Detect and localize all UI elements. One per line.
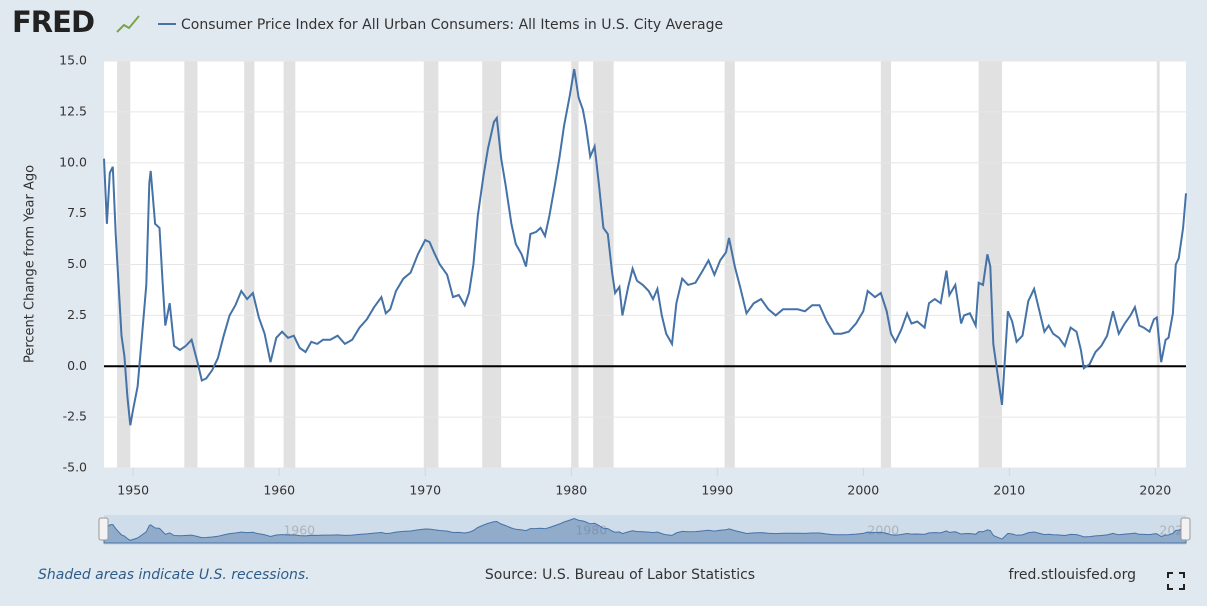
recession-note: Shaded areas indicate U.S. recessions. [38, 567, 310, 583]
x-tick-label: 1950 [117, 483, 149, 498]
x-tick-label: 1970 [409, 483, 441, 498]
x-tick-label: 2000 [847, 483, 879, 498]
y-tick-label: 7.5 [67, 205, 87, 220]
site: fred.stlouisfed.org [1009, 567, 1136, 583]
x-tick-label: 2020 [1139, 483, 1171, 498]
x-tick-label: 2010 [993, 483, 1025, 498]
fullscreen-button[interactable] [1167, 572, 1185, 590]
legend-label: Consumer Price Index for All Urban Consu… [181, 17, 723, 33]
x-tick-label: 1990 [701, 483, 733, 498]
y-tick-label: 12.5 [59, 103, 87, 118]
navigator-tick-label: 2000 [867, 523, 899, 538]
logo: FRED [12, 5, 94, 39]
y-tick-label: 10.0 [59, 154, 87, 169]
navigator-tick-label: 1960 [283, 523, 315, 538]
y-tick-label: -5.0 [63, 460, 87, 475]
y-tick-label: -2.5 [63, 409, 87, 424]
y-tick-label: 0.0 [67, 358, 87, 373]
series-line [103, 68, 1187, 426]
navigator-area [103, 517, 1187, 544]
navigator-handle[interactable] [1180, 517, 1191, 541]
source: Source: U.S. Bureau of Labor Statistics [485, 567, 755, 583]
y-tick-label: 5.0 [67, 256, 87, 271]
y-tick-label: 15.0 [59, 53, 87, 68]
navigator-handle[interactable] [98, 517, 109, 541]
y-axis-label: Percent Change from Year Ago [23, 165, 38, 363]
y-tick-label: 2.5 [67, 307, 87, 322]
navigator[interactable] [104, 515, 1186, 545]
logo-icon [116, 15, 140, 33]
x-tick-label: 1960 [263, 483, 295, 498]
x-tick-label: 1980 [555, 483, 587, 498]
